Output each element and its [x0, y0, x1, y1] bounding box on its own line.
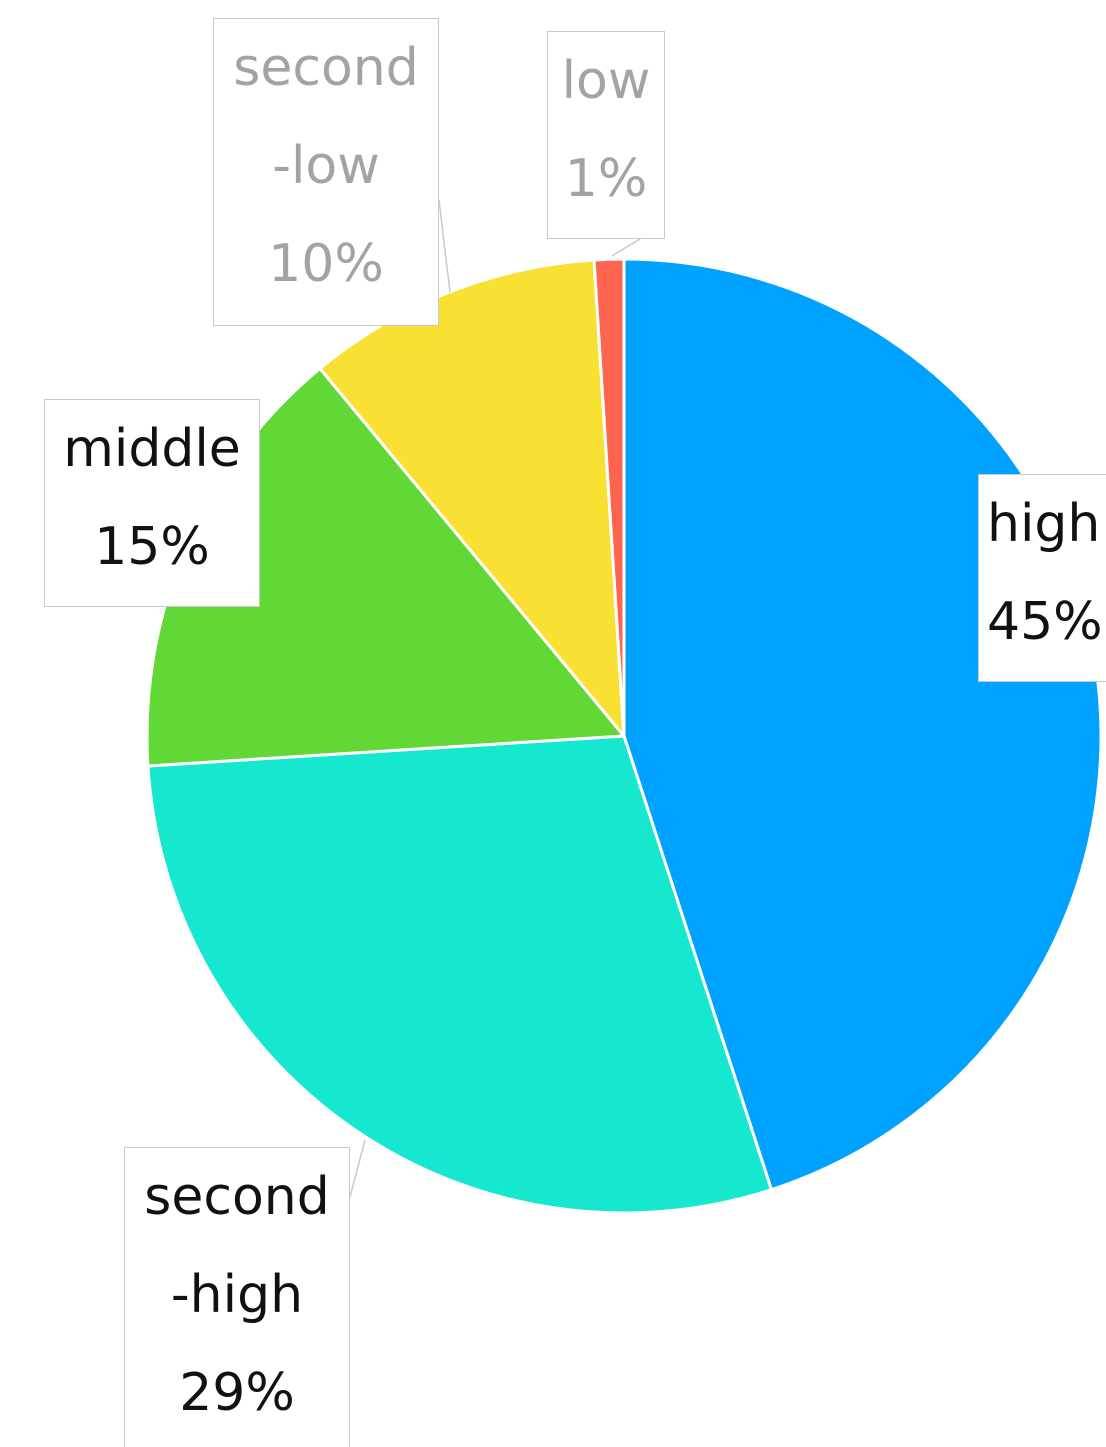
slice-percent: 1% [564, 149, 648, 209]
slice-label-middle: middle 15% [44, 399, 260, 607]
callout-leader-low [611, 238, 641, 257]
slice-percent: 29% [179, 1363, 295, 1423]
pie-slice-low [592, 257, 626, 738]
slice-label-second-low: second -low 10% [213, 18, 439, 326]
slice-percent: 10% [268, 234, 384, 294]
callout-leaders [349, 199, 641, 1198]
slice-percent: 15% [94, 517, 210, 577]
slice-label-low: low 1% [547, 31, 665, 239]
slice-label-second-high: second -high 29% [124, 1147, 350, 1447]
slice-percent: 45% [987, 592, 1103, 652]
slice-label-high: high 45% [978, 474, 1106, 682]
slice-label-text: middle [63, 419, 241, 479]
callout-leader-second-high [349, 1139, 366, 1198]
slice-label-text: second [233, 38, 419, 98]
pie-slices [145, 257, 1103, 1215]
slice-label-text: -high [170, 1265, 304, 1325]
slice-label-text: second [144, 1167, 330, 1227]
callout-leader-second-low [438, 199, 451, 293]
slice-label-text: -low [272, 136, 380, 196]
slice-label-text: high [987, 494, 1101, 554]
pie-slice-second-high [146, 734, 773, 1215]
slice-label-text: low [561, 51, 651, 111]
pie-slice-second-low [318, 258, 626, 738]
